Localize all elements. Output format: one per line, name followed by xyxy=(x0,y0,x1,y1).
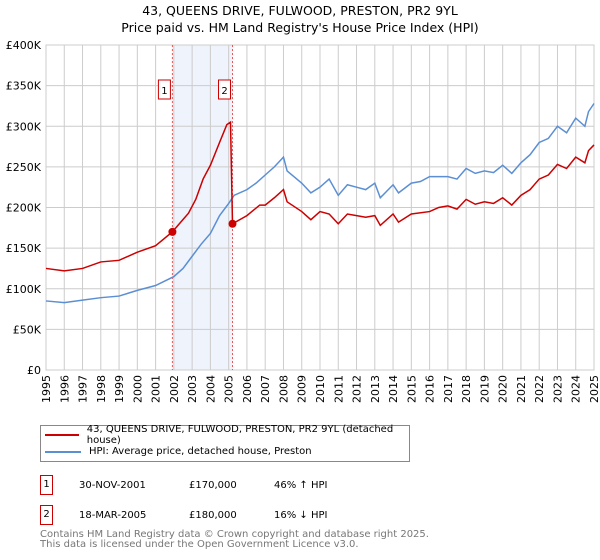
chart-title: 43, QUEENS DRIVE, FULWOOD, PRESTON, PR2 … xyxy=(0,2,600,36)
x-tick-label: 2023 xyxy=(551,375,564,403)
y-tick-label: £350K xyxy=(6,80,42,93)
x-tick-label: 2017 xyxy=(442,375,455,403)
legend-swatch-hpi xyxy=(45,450,81,453)
transaction-point xyxy=(228,219,237,228)
x-tick-label: 2024 xyxy=(570,375,583,403)
legend-swatch-property xyxy=(45,433,79,436)
y-tick-label: £100K xyxy=(6,283,42,296)
transaction-date: 18-MAR-2005 xyxy=(79,509,147,521)
x-tick-label: 2002 xyxy=(168,375,181,403)
x-tick-label: 2018 xyxy=(460,375,473,403)
x-tick-label: 2003 xyxy=(186,375,199,403)
x-tick-label: 2021 xyxy=(515,375,528,403)
transaction-hpi: 16% ↓ HPI xyxy=(274,509,328,521)
x-tick-label: 1996 xyxy=(58,375,71,403)
transaction-price: £170,000 xyxy=(189,479,237,491)
x-tick-label: 1997 xyxy=(77,375,90,403)
legend: 43, QUEENS DRIVE, FULWOOD, PRESTON, PR2 … xyxy=(40,423,410,462)
transaction-point xyxy=(168,227,177,236)
footer-line: This data is licensed under the Open Gov… xyxy=(40,539,359,550)
transaction-marker: 2 xyxy=(40,505,53,525)
transaction-label-box xyxy=(218,79,232,100)
y-tick-label: £400K xyxy=(6,39,42,52)
y-tick-label: £0 xyxy=(27,364,41,377)
x-tick-label: 2020 xyxy=(497,375,510,403)
x-tick-label: 2004 xyxy=(204,375,217,403)
series-line xyxy=(45,103,595,304)
x-tick-label: 2022 xyxy=(533,375,546,403)
x-tick-label: 2006 xyxy=(241,375,254,403)
transaction-label: 1 xyxy=(161,86,167,97)
x-tick-label: 2007 xyxy=(259,375,272,403)
x-tick-label: 1999 xyxy=(113,375,126,403)
title: 43, QUEENS DRIVE, FULWOOD, PRESTON, PR2 … xyxy=(142,3,458,18)
y-tick-label: £300K xyxy=(6,120,42,133)
transaction-label: 2 xyxy=(221,86,227,97)
x-tick-label: 2015 xyxy=(405,375,418,403)
y-tick-label: £150K xyxy=(6,242,42,255)
transaction-date: 30-NOV-2001 xyxy=(79,479,146,491)
y-tick-label: £50K xyxy=(13,323,42,336)
x-tick-label: 2009 xyxy=(296,375,309,403)
price-chart: £0 £50K £100K £150K £200K £250K £300K £350K £400… xyxy=(6,39,600,403)
legend-label-property: 43, QUEENS DRIVE, FULWOOD, PRESTON, PR2 … xyxy=(86,423,394,446)
transaction-price: £180,000 xyxy=(189,509,237,521)
transaction-row: 2 18-MAR-2005 £180,000 16% ↓ HPI xyxy=(40,505,327,525)
legend-label-hpi: HPI: Average price, detached house, Pres… xyxy=(89,446,312,457)
transaction-label-box xyxy=(157,79,171,100)
subtitle: Price paid vs. HM Land Registry's House … xyxy=(121,20,479,35)
x-tick-label: 2010 xyxy=(314,375,327,403)
x-tick-label: 2019 xyxy=(478,375,491,403)
y-tick-label: £200K xyxy=(6,202,42,215)
transaction-marker: 1 xyxy=(40,475,53,495)
x-tick-label: 2005 xyxy=(223,375,236,403)
plot-frame xyxy=(45,44,595,371)
x-tick-label: 2025 xyxy=(588,375,600,403)
y-tick-label: £250K xyxy=(6,161,42,174)
footer-line: Contains HM Land Registry data © Crown c… xyxy=(40,529,429,540)
x-tick-label: 2016 xyxy=(424,375,437,403)
x-tick-label: 2000 xyxy=(131,375,144,403)
footer: Contains HM Land Registry data © Crown c… xyxy=(40,530,429,550)
series-line xyxy=(45,120,595,272)
transaction-row: 1 30-NOV-2001 £170,000 46% ↑ HPI xyxy=(40,475,327,495)
x-tick-label: 2008 xyxy=(277,375,290,403)
x-tick-label: 2001 xyxy=(150,375,163,403)
x-tick-label: 1995 xyxy=(40,375,53,403)
x-tick-label: 1998 xyxy=(95,375,108,403)
x-tick-label: 2013 xyxy=(369,375,382,403)
transaction-hpi: 46% ↑ HPI xyxy=(274,479,328,491)
x-tick-label: 2012 xyxy=(351,375,364,403)
x-tick-label: 2014 xyxy=(387,375,400,403)
x-tick-label: 2011 xyxy=(332,375,345,403)
